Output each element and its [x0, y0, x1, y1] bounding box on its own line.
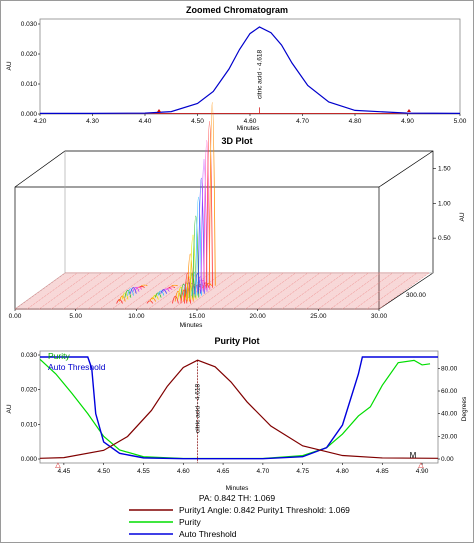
purity-plot-xtick-label: 4.45: [58, 468, 71, 475]
three-d-plot-xtick-label: 0.00: [9, 313, 22, 320]
zoomed-chromatogram-ytick-label: 0.010: [21, 81, 38, 88]
purity-plot-xtick-label: 4.70: [257, 468, 270, 475]
zoomed-chromatogram-xlabel: Minutes: [237, 125, 261, 132]
zoomed-chromatogram-ytick-label: 0.020: [21, 51, 38, 58]
purity-plot-panel: Purity Plot AU Degrees Minutes 4.45 4.50 4…: [6, 336, 468, 539]
zoomed-chromatogram-title: Zoomed Chromatogram: [186, 5, 288, 15]
purity-plot-y2tick-label: 40.00: [441, 411, 458, 418]
zoomed-chromatogram-xtick-label: 4.50: [191, 118, 204, 125]
three-d-plot-floor-mesh: [15, 273, 429, 309]
purity-plot-xtick-label: 4.85: [376, 468, 389, 475]
three-d-plot-xtick-label: 15.00: [189, 313, 206, 320]
purity-plot-m-marker: M: [410, 451, 417, 460]
purity-plot-xtick-label: 4.75: [296, 468, 309, 475]
purity-plot-left-marker: △: [55, 462, 61, 469]
zoomed-chromatogram-panel: Zoomed Chromatogram AU Minutes 4.20 4.30 4…: [6, 5, 467, 132]
zoomed-chromatogram-xtick-label: 4.70: [296, 118, 309, 125]
three-d-plot-panel: 3D Plot 0.00 5.00 10.00 15.00 20.00 25.00 30.0…: [9, 103, 466, 329]
purity-plot-ytick-label: 0.010: [21, 421, 38, 428]
three-d-plot-peak-ridges: [117, 103, 216, 304]
legend-label-purity: Purity: [179, 517, 201, 527]
purity-angle-series-line: [40, 360, 438, 458]
three-d-plot-xtick-label: 30.00: [371, 313, 388, 320]
zoomed-chromatogram-end-marker: [407, 109, 411, 112]
three-d-plot-ztick-label: 1.00: [438, 200, 451, 207]
three-d-plot-box: [15, 151, 433, 309]
zoomed-chromatogram-xtick-label: 5.00: [454, 118, 467, 125]
legend-label-purity-angle: Purity1 Angle: 0.842 Purity1 Threshold: …: [179, 505, 350, 515]
zoomed-chromatogram-peak-label: citric acid - 4.618: [256, 49, 263, 99]
zoomed-chromatogram-ytick-label: 0.030: [21, 21, 38, 28]
purity-plot-y2tick-label: 20.00: [441, 433, 458, 440]
zoomed-chromatogram-xtick-label: 4.90: [401, 118, 414, 125]
purity-plot-right-marker: △: [418, 462, 424, 469]
zoomed-chromatogram-xtick-label: 4.60: [244, 118, 257, 125]
purity-legend-bottom: Purity1 Angle: 0.842 Purity1 Threshold: …: [129, 505, 350, 539]
purity-series-line: [40, 359, 430, 458]
purity-plot-y2tick-label: 80.00: [441, 365, 458, 372]
three-d-plot-ridge: [169, 287, 175, 288]
three-d-plot-ztick-label: 1.50: [438, 165, 451, 172]
purity-plot-xtick-label: 4.90: [416, 468, 429, 475]
purity-plot-xtick-label: 4.55: [137, 468, 150, 475]
three-d-plot-xtick-label: 25.00: [310, 313, 327, 320]
zoomed-chromatogram-xtick-label: 4.40: [139, 118, 152, 125]
three-d-plot-ztick-label: 0.50: [438, 235, 451, 242]
three-d-plot-xtick-label: 10.00: [128, 313, 145, 320]
zoomed-chromatogram-series-line: [40, 27, 460, 113]
purity-plot-peak-label: citric acid - 4.618: [195, 383, 202, 433]
purity-plot-y2label: Degrees: [461, 396, 468, 421]
zoomed-chromatogram-xtick-label: 4.30: [86, 118, 99, 125]
zoomed-chromatogram-ylabel: AU: [6, 61, 13, 70]
purity-plot-xlabel: Minutes: [226, 485, 250, 492]
purity-plot-ytick-label: 0.030: [21, 352, 38, 359]
three-d-plot-xtick-label: 5.00: [69, 313, 82, 320]
purity-plot-title: Purity Plot: [214, 336, 259, 346]
purity-plot-y2tick-label: 60.00: [441, 388, 458, 395]
purity-plot-xtick-label: 4.60: [177, 468, 190, 475]
three-d-plot-xtick-label: 20.00: [250, 313, 267, 320]
purity-stats-line: PA: 0.842 TH: 1.069: [199, 493, 276, 503]
three-d-plot-depth-tick: 300.00: [406, 292, 426, 299]
purity-plot-y2tick-label: 0.00: [441, 456, 454, 463]
zoomed-chromatogram-xtick-label: 4.80: [349, 118, 362, 125]
three-d-plot-title: 3D Plot: [221, 136, 252, 146]
purity-plot-xtick-label: 4.80: [336, 468, 349, 475]
purity-legend-top-purity: Purity: [48, 351, 70, 361]
legend-label-auto-threshold: Auto Threshold: [179, 529, 237, 539]
purity-plot-ylabel: AU: [6, 404, 13, 413]
three-d-plot-zlabel: AU: [459, 212, 466, 221]
zoomed-chromatogram-start-marker: [157, 109, 161, 112]
purity-plot-xtick-label: 4.65: [217, 468, 230, 475]
auto-threshold-series-line: [40, 357, 438, 459]
purity-plot-ytick-label: 0.000: [21, 456, 38, 463]
purity-plot-ytick-label: 0.020: [21, 387, 38, 394]
three-d-plot-xlabel: Minutes: [180, 322, 204, 329]
zoomed-chromatogram-ytick-label: 0.000: [21, 111, 38, 118]
zoomed-chromatogram-xtick-label: 4.20: [34, 118, 47, 125]
purity-legend-top-threshold: Auto Threshold: [48, 362, 106, 372]
purity-plot-xtick-label: 4.50: [97, 468, 110, 475]
